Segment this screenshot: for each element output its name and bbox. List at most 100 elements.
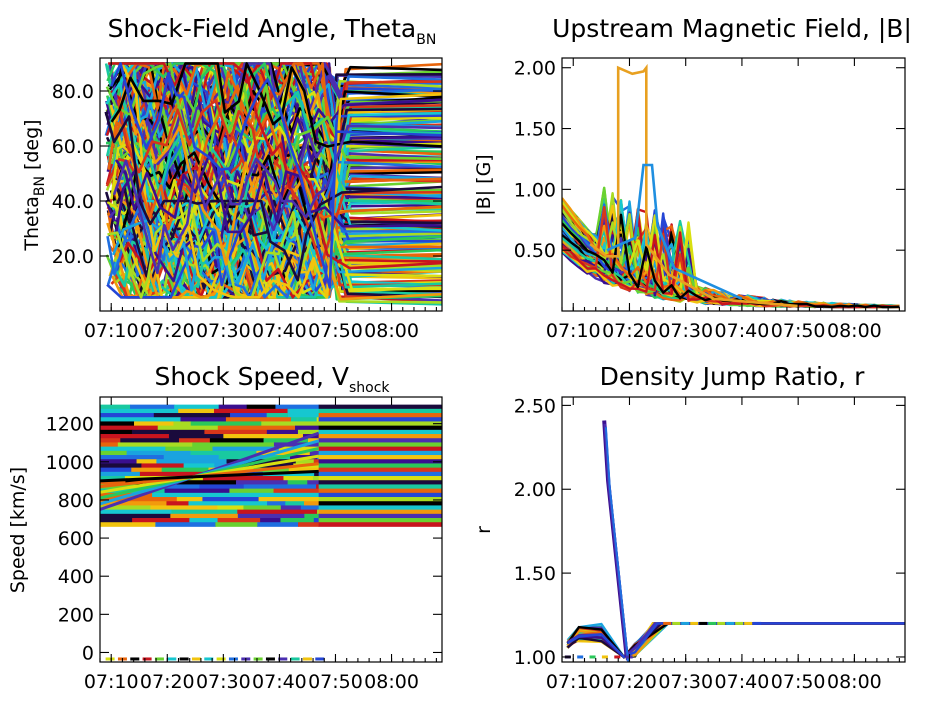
speed-segment [178,438,211,443]
speed-ticks: 07:10 07:20 07:30 07:40 07:50 08:00 0 200 400 600… [46,397,442,693]
ratio-low-dash [589,655,596,659]
speed-segment [100,509,172,515]
speed-segment [117,442,193,448]
speed-segment [120,438,180,443]
speed-segment [100,413,155,418]
theta-series-line [112,124,442,275]
speed-ytick-label-2: 400 [58,566,94,588]
ratio-plateau-dash [744,621,753,625]
speed-segment [229,488,275,494]
speed-segment [170,513,239,519]
ratio-plateau-dash [717,621,726,625]
speed-segment [307,480,320,485]
speed-segment [217,518,261,523]
panel-speed: Shock Speed, Vshock Speed [km/s] 07:10 07… [7,362,443,693]
speed-diagonal-line [100,469,319,483]
bfield-ylabel: |B| [G] [473,154,495,215]
ratio-xtick-label-4: 07:50 [771,671,826,693]
speed-segment [318,497,442,502]
speed-segment [300,505,320,511]
speed-segment [318,425,442,431]
ratio-plateau-dash [681,621,690,625]
theta-title: Shock-Field Angle, ThetaBN [108,14,437,48]
speed-segment [246,404,276,410]
speed-segment [318,408,442,414]
ratio-plateau-dash [708,621,717,625]
speed-segment [100,455,165,460]
speed-segment [152,492,225,498]
speed-segment [136,459,157,464]
bfield-plot-frame [561,57,906,312]
speed-segment [100,476,126,481]
theta-series-line [105,62,442,175]
bfield-ticks: 07:10 07:20 07:30 07:40 07:50 08:00 0.50 1.00 1.… [514,58,905,342]
speed-segment [316,484,320,490]
speed-segment [318,488,442,494]
speed-segment [100,442,119,448]
speed-segment [318,467,442,473]
speed-baseline-dash [253,657,263,661]
speed-segment [280,518,315,523]
speed-segment [100,513,171,519]
ratio-ylabel: r [473,526,495,534]
theta-ytick-label-1: 40.0 [52,191,94,213]
speed-ytick-label-0: 0 [82,642,94,664]
speed-segment [318,492,442,498]
speed-segment [100,425,159,431]
speed-segment [287,413,320,418]
speed-segment [100,505,151,511]
speed-segment [190,450,257,456]
speed-segment [100,463,142,469]
speed-series-group [100,404,442,661]
speed-segment [318,509,442,515]
speed-segment [318,480,442,485]
speed-segment [134,421,174,427]
speed-segment [278,446,320,452]
ratio-xtick-label-0: 07:10 [546,671,601,693]
speed-baseline-dash [179,657,189,661]
bfield-xtick-label-2: 07:30 [658,320,713,342]
speed-segment [318,505,442,511]
speed-baseline-dash [167,657,177,661]
speed-segment [126,450,191,456]
speed-segment [100,404,131,410]
speed-segment [180,417,227,422]
speed-xtick-label-4: 07:50 [308,671,363,693]
ratio-plateau-dash [726,621,735,625]
ratio-xtick-label-2: 07:30 [658,671,713,693]
speed-segment [318,421,442,427]
speed-segment [152,480,237,485]
speed-segment [236,480,289,485]
ratio-title: Density Jump Ratio, r [600,362,865,391]
speed-baseline-dash [154,657,164,661]
speed-segment [292,492,320,498]
ratio-series-line [566,622,905,659]
speed-segment [176,497,203,502]
speed-segment [295,425,320,431]
speed-segment [309,450,320,456]
speed-segment [100,501,167,506]
speed-segment [297,429,320,435]
speed-baseline-dash [302,657,312,661]
speed-segment [131,429,205,435]
ratio-ticks: 07:10 07:20 07:30 07:40 07:50 08:00 1.00 1.50 2.… [514,395,905,693]
speed-segment [273,488,320,494]
speed-segment [308,438,320,443]
speed-segment [174,404,220,410]
speed-segment [100,518,133,523]
speed-xtick-label-5: 08:00 [364,671,419,693]
speed-segment [317,509,320,515]
theta-series-line [110,62,442,289]
speed-segment [295,459,315,464]
ratio-spike-line [604,427,630,662]
speed-segment [168,434,224,439]
speed-segment [318,463,442,469]
speed-xtick-label-2: 07:30 [196,671,251,693]
speed-xtick-label-3: 07:40 [252,671,307,693]
speed-baseline-dash [142,657,152,661]
speed-segment [150,505,218,511]
speed-segment [192,442,275,448]
speed-segment [130,404,175,410]
speed-segment [314,471,320,477]
bfield-xtick-label-1: 07:20 [602,320,657,342]
